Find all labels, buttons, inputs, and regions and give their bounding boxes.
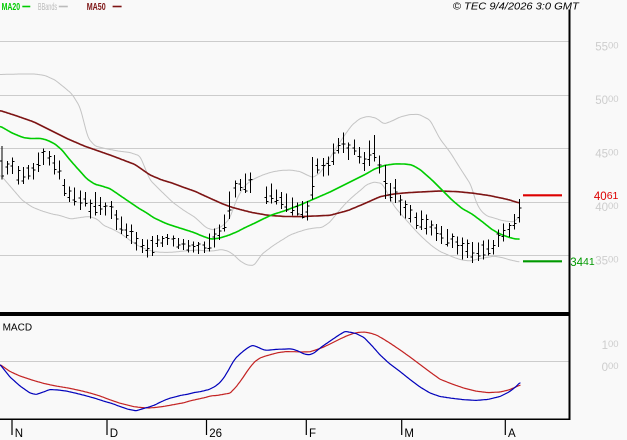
svg-text:100: 100 bbox=[602, 339, 619, 352]
svg-text:MACD: MACD bbox=[3, 322, 33, 333]
svg-text:000: 000 bbox=[602, 361, 619, 374]
svg-text:3500: 3500 bbox=[595, 255, 618, 268]
svg-text:5500: 5500 bbox=[595, 41, 618, 54]
svg-text:5000: 5000 bbox=[595, 94, 618, 107]
svg-text:4500: 4500 bbox=[595, 148, 618, 161]
svg-text:4061: 4061 bbox=[594, 190, 619, 203]
svg-text:F: F bbox=[309, 428, 316, 440]
svg-text:MA20: MA20 bbox=[2, 1, 21, 13]
svg-text:4000: 4000 bbox=[595, 201, 618, 214]
svg-text:3441: 3441 bbox=[570, 256, 595, 269]
svg-text:© TEC 9/4/2026 3:0 GMT: © TEC 9/4/2026 3:0 GMT bbox=[453, 1, 581, 13]
svg-text:N: N bbox=[15, 428, 23, 440]
svg-text:D: D bbox=[110, 428, 118, 440]
svg-text:A: A bbox=[508, 428, 516, 440]
svg-text:BBands: BBands bbox=[38, 1, 57, 13]
svg-text:26: 26 bbox=[209, 428, 222, 440]
svg-text:M: M bbox=[404, 428, 414, 440]
svg-text:MA50: MA50 bbox=[87, 1, 106, 13]
